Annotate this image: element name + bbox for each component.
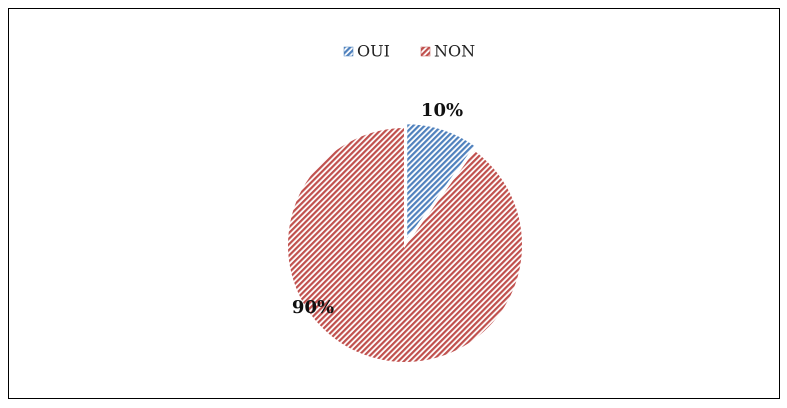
legend-label: OUI <box>357 42 390 61</box>
legend-label: NON <box>434 42 475 61</box>
value-label: 10% <box>421 100 463 121</box>
legend-swatch <box>343 46 354 57</box>
value-label: 90% <box>292 297 334 318</box>
legend-swatch <box>420 46 431 57</box>
pie-slice <box>405 122 477 245</box>
pie-slice <box>286 125 524 364</box>
